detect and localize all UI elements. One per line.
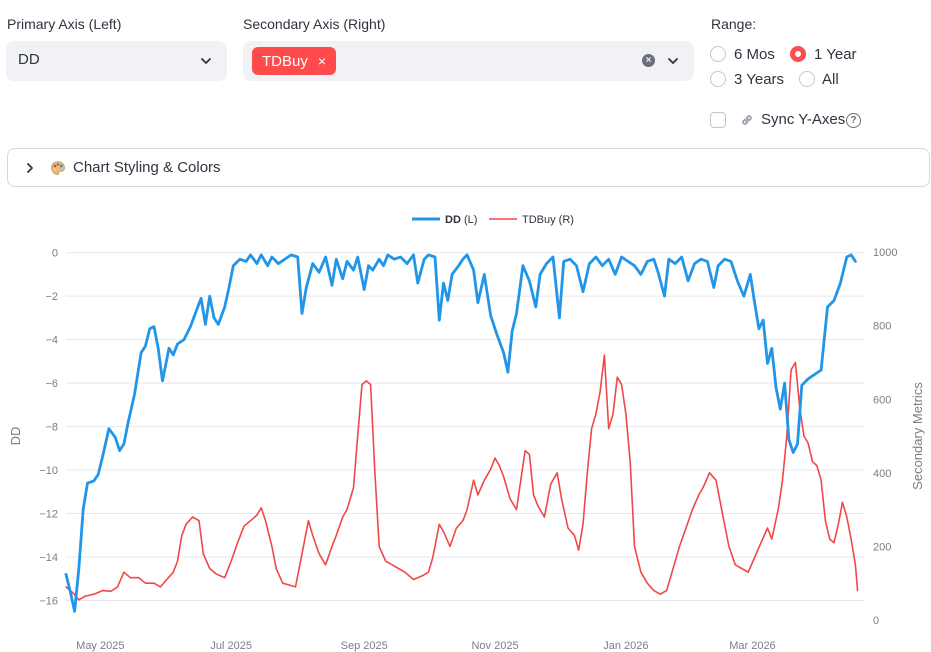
radio-1-year-label[interactable]: 1 Year xyxy=(814,46,857,63)
y-tick-label: −2 xyxy=(45,291,58,303)
tag-tdbuy: TDBuy × xyxy=(252,47,337,75)
chart-styling-title: Chart Styling & Colors xyxy=(73,159,221,176)
tag-tdbuy-label: TDBuy xyxy=(262,52,308,70)
radio-6-mos-label[interactable]: 6 Mos xyxy=(734,46,775,63)
secondary-axis-label: Secondary Axis (Right) xyxy=(243,16,386,32)
legend-dd: DD (L) xyxy=(445,214,477,226)
x-tick-label: Jan 2026 xyxy=(603,640,648,652)
radio-3-years-label[interactable]: 3 Years xyxy=(734,71,785,88)
radio-3-years[interactable] xyxy=(710,71,726,87)
y2-tick-label: 400 xyxy=(873,468,891,480)
primary-axis-label: Primary Axis (Left) xyxy=(7,16,122,32)
x-tick-label: Sep 2025 xyxy=(341,640,388,652)
radio-all-label[interactable]: All xyxy=(822,71,839,88)
sync-y-axes-checkbox[interactable] xyxy=(710,112,726,128)
palette-icon xyxy=(51,161,65,175)
primary-axis-value: DD xyxy=(18,51,40,68)
help-icon[interactable]: ? xyxy=(846,113,861,128)
x-axis-ticks: May 2025 Jul 2025 Sep 2025 Nov 2025 Jan 2026… xyxy=(76,640,776,652)
legend-dd-suffix: (L) xyxy=(461,214,478,226)
x-tick-label: Jul 2025 xyxy=(210,640,252,652)
chevron-right-icon[interactable] xyxy=(23,161,37,175)
line-chart[interactable]: 0−2−4−6−8−10−12−14−16 02004006008001000 … xyxy=(0,200,931,652)
right-axis-title: Secondary Metrics xyxy=(910,382,925,490)
radio-1-year[interactable] xyxy=(790,46,806,62)
y2-tick-label: 1000 xyxy=(873,247,897,259)
sync-y-axes-label[interactable]: Sync Y-Axes xyxy=(761,111,846,128)
range-label: Range: xyxy=(711,16,757,32)
series-group xyxy=(64,253,859,613)
legend-tdbuy-suffix: (R) xyxy=(556,214,574,226)
left-axis-ticks: 0 −2 −4 −6 −8 −10 −12 −14 −16 xyxy=(39,248,58,608)
y2-tick-label: 800 xyxy=(873,321,891,333)
chart-grid xyxy=(66,252,864,601)
legend-tdbuy: TDBuy (R) xyxy=(522,214,574,226)
link-icon xyxy=(742,115,752,125)
y-tick-label: −16 xyxy=(39,595,58,607)
y-tick-label: −14 xyxy=(39,552,58,564)
x-tick-label: May 2025 xyxy=(76,640,124,652)
y-tick-label: −10 xyxy=(39,465,58,477)
y-tick-label: −4 xyxy=(45,335,58,347)
chevron-down-icon[interactable] xyxy=(199,54,213,68)
series-line-tdbuy[interactable] xyxy=(65,354,859,601)
primary-axis-select[interactable]: DD xyxy=(6,41,227,81)
chart-legend[interactable]: DD (L) TDBuy (R) xyxy=(412,214,574,226)
clear-icon[interactable]: × xyxy=(642,54,655,67)
radio-all[interactable] xyxy=(799,71,815,87)
y2-tick-label: 200 xyxy=(873,541,891,553)
y-tick-label: −6 xyxy=(45,378,58,390)
legend-tdbuy-name: TDBuy xyxy=(522,214,556,226)
y-tick-label: 0 xyxy=(52,248,58,260)
right-axis-ticks: 0 200 400 600 800 1000 xyxy=(873,247,897,627)
y-tick-label: −12 xyxy=(39,509,58,521)
x-tick-label: Mar 2026 xyxy=(729,640,775,652)
x-tick-label: Nov 2025 xyxy=(471,640,518,652)
left-axis-title: DD xyxy=(8,427,23,446)
y2-tick-label: 600 xyxy=(873,394,891,406)
chevron-down-icon[interactable] xyxy=(666,54,680,68)
series-line-dd[interactable] xyxy=(64,253,857,613)
chart-styling-expander[interactable]: Chart Styling & Colors xyxy=(7,148,930,187)
secondary-axis-multiselect[interactable]: TDBuy × × xyxy=(243,41,694,81)
tag-remove-icon[interactable]: × xyxy=(317,53,327,69)
legend-dd-name: DD xyxy=(445,214,461,226)
y-tick-label: −8 xyxy=(45,422,58,434)
y2-tick-label: 0 xyxy=(873,615,879,627)
radio-6-mos[interactable] xyxy=(710,46,726,62)
